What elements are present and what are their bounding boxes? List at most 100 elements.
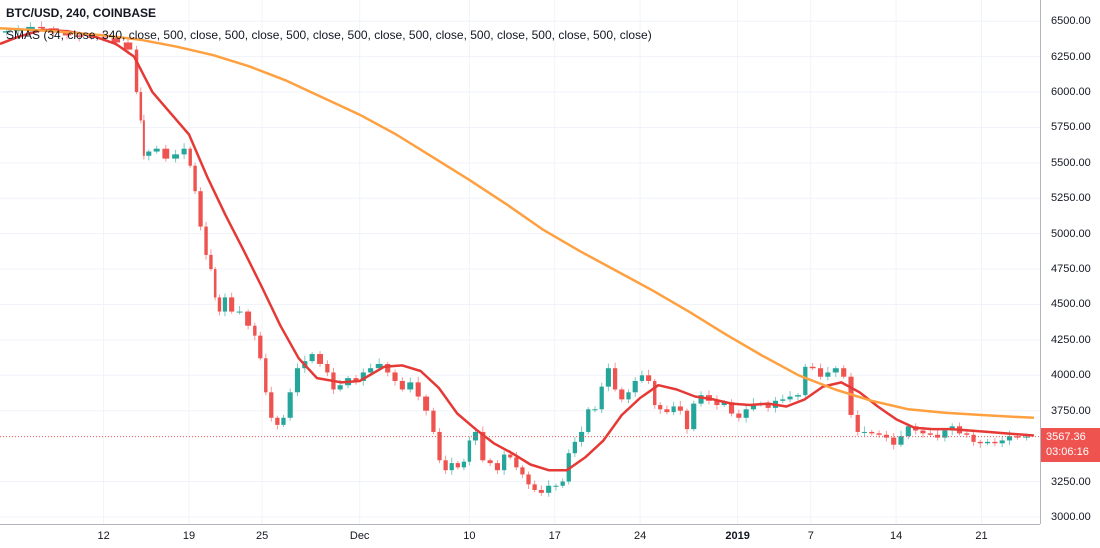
candle-body <box>612 368 618 390</box>
candle-body <box>415 382 421 397</box>
candle-body <box>992 441 998 444</box>
sma-short-line <box>0 28 1034 472</box>
time-tick-label: 21 <box>975 530 988 542</box>
price-chart[interactable] <box>0 0 1040 524</box>
candle-body <box>264 358 268 393</box>
candle-body <box>677 406 683 411</box>
price-tick-label: 4500.00 <box>1051 298 1091 311</box>
candle-body <box>714 400 720 406</box>
candle-body <box>375 363 383 369</box>
candle-body <box>281 417 286 425</box>
time-axis[interactable]: 12 19 25 Dec 10 17 24 2019 7 14 21 <box>0 524 1040 548</box>
candle-body <box>553 485 559 487</box>
candle-body <box>38 26 45 29</box>
candle-body <box>443 460 448 471</box>
candle-body <box>209 254 213 270</box>
candle-body <box>437 431 442 461</box>
candle-body <box>204 226 208 255</box>
last-price-value: 3567.36 <box>1046 430 1086 443</box>
candle-body <box>599 386 604 410</box>
candle-body <box>217 297 222 312</box>
candle-body <box>971 434 976 442</box>
candle-body <box>399 380 405 390</box>
bar-countdown: 03:06:16 <box>1046 445 1089 458</box>
candle-body <box>750 403 757 410</box>
last-price-label: 3567.36 03:06:16 <box>1041 427 1100 462</box>
time-tick-label: Dec <box>349 530 370 542</box>
candle-body <box>632 380 638 393</box>
candle-body <box>538 490 544 493</box>
candle-body <box>353 378 359 381</box>
candle-body <box>514 457 519 468</box>
symbol-legend[interactable]: BTC/USD, 240, COINBASE <box>6 6 157 20</box>
candle-body <box>646 375 652 381</box>
price-tick-label: 4000.00 <box>1051 369 1091 382</box>
candle-body <box>942 430 948 438</box>
candle-body <box>780 399 786 401</box>
candle-body <box>111 38 121 43</box>
candle-body <box>162 148 170 159</box>
candle-body <box>883 434 889 438</box>
candle-body <box>736 413 742 418</box>
price-tick-label: 5250.00 <box>1051 192 1091 205</box>
candle-body <box>743 409 749 418</box>
candle-body <box>977 441 983 444</box>
candle-body <box>325 363 330 373</box>
time-tick-label: 14 <box>890 530 903 542</box>
candle-body <box>560 481 565 486</box>
price-tick-label: 3750.00 <box>1051 404 1091 417</box>
price-tick-label: 5750.00 <box>1051 121 1091 134</box>
candle-body <box>546 485 552 493</box>
candle-body <box>449 463 454 471</box>
candle-body <box>1023 436 1031 438</box>
candle-body <box>765 403 771 408</box>
candle-body <box>253 325 257 336</box>
candle-body <box>188 148 192 166</box>
candle-body <box>193 165 197 192</box>
candle-body <box>520 467 525 475</box>
candle-body <box>245 311 252 326</box>
candle-body <box>586 409 591 432</box>
candle-body <box>848 376 854 415</box>
candle-body <box>309 354 315 362</box>
candle-body <box>964 433 970 435</box>
candle-body <box>658 405 663 410</box>
candle-body <box>99 37 108 39</box>
candle-body <box>360 372 366 381</box>
candle-body <box>855 414 860 432</box>
candle-body <box>487 460 493 464</box>
price-tick-label: 6250.00 <box>1051 50 1091 63</box>
candle-body <box>472 431 479 441</box>
candle-body <box>905 426 911 437</box>
candle-body <box>502 454 507 471</box>
candle-body <box>153 148 160 152</box>
candle-body <box>494 463 501 471</box>
candle-body <box>1006 436 1013 441</box>
candle-body <box>728 402 735 414</box>
chart-pane[interactable]: BTC/USD, 240, COINBASE SMAS (34, close, … <box>0 0 1040 524</box>
candle-body <box>317 354 324 364</box>
price-tick-label: 6500.00 <box>1051 15 1091 28</box>
candle-body <box>876 433 882 435</box>
price-axis[interactable]: 6500.00 6250.00 6000.00 5750.00 5500.00 5250.… <box>1040 0 1100 524</box>
candle-body <box>368 368 374 373</box>
candle-body <box>794 395 801 397</box>
candle-body <box>467 440 472 462</box>
price-tick-label: 4750.00 <box>1051 263 1091 276</box>
candle-body <box>684 410 690 430</box>
candle-body <box>898 436 904 445</box>
sma-legend[interactable]: SMAS (34, close, 340, close, 500, close,… <box>6 28 652 42</box>
time-tick-label: 7 <box>807 530 814 542</box>
time-tick-label: 2019 <box>725 530 750 542</box>
candle-body <box>592 409 598 411</box>
candle-body <box>999 440 1005 444</box>
candle-body <box>134 49 139 93</box>
candle-body <box>431 410 436 432</box>
price-tick-label: 5500.00 <box>1051 156 1091 169</box>
candle-body <box>832 368 839 373</box>
candle-body <box>526 474 531 485</box>
candle-body <box>841 368 847 377</box>
candle-body <box>123 42 133 50</box>
candle-body <box>213 269 217 298</box>
time-tick-label: 24 <box>633 530 647 542</box>
